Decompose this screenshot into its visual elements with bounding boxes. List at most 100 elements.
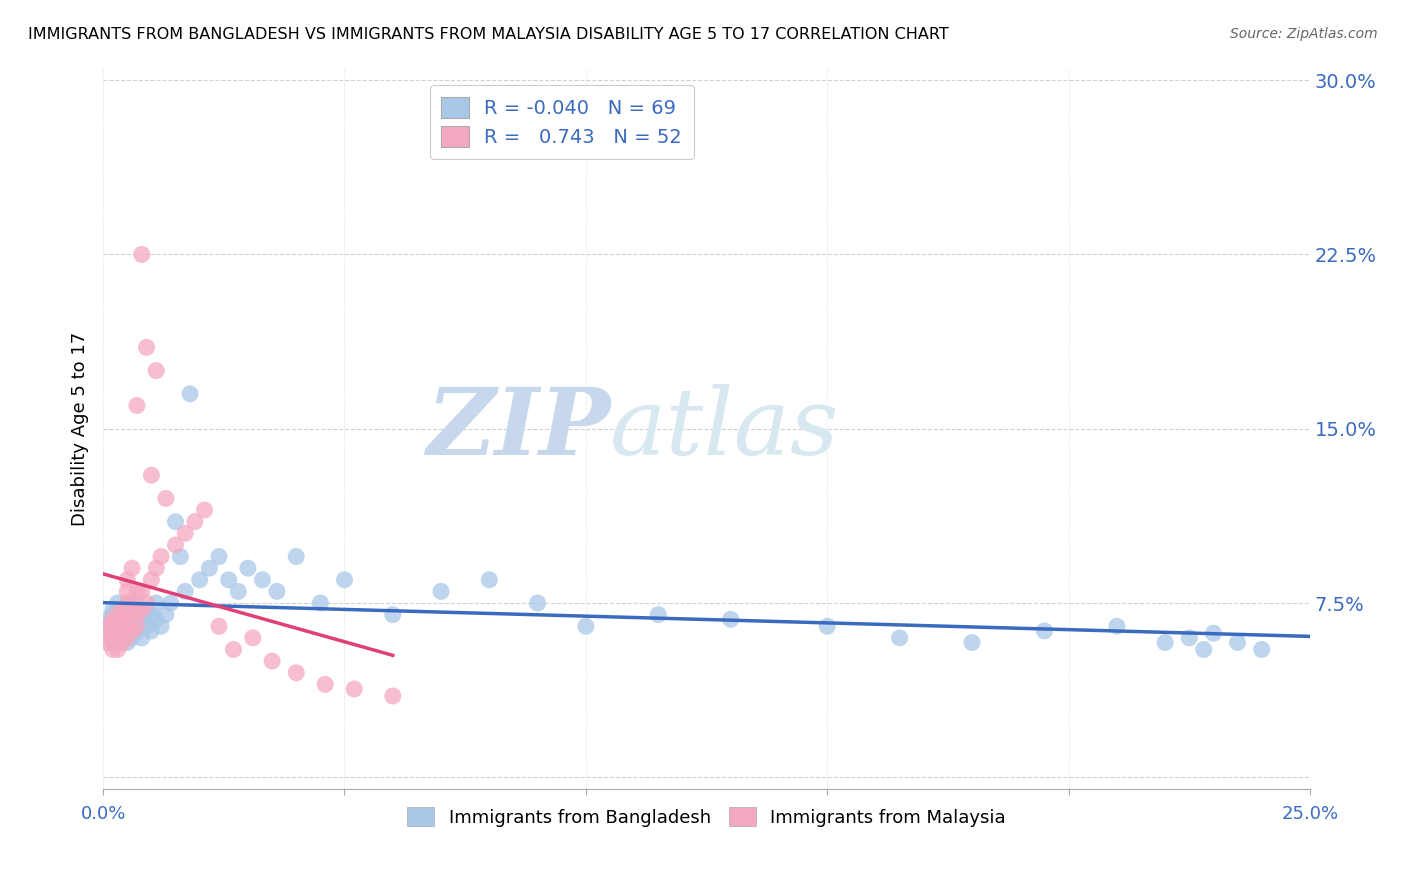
Point <box>107 642 129 657</box>
Point <box>222 642 245 657</box>
Point <box>97 619 120 633</box>
Point <box>117 573 139 587</box>
Point <box>145 596 167 610</box>
Point <box>208 549 231 564</box>
Point <box>125 584 148 599</box>
Point <box>111 635 134 649</box>
Point <box>101 612 124 626</box>
Point <box>198 561 221 575</box>
Point <box>117 624 139 638</box>
Point <box>107 612 129 626</box>
Point <box>121 607 143 622</box>
Point <box>117 631 139 645</box>
Point <box>1178 631 1201 645</box>
Point <box>111 631 134 645</box>
Point <box>121 624 143 638</box>
Point <box>125 619 148 633</box>
Point <box>135 619 157 633</box>
Point <box>101 635 124 649</box>
Point <box>111 624 134 638</box>
Point <box>107 619 129 633</box>
Point <box>117 635 139 649</box>
Point <box>125 596 148 610</box>
Point <box>314 677 336 691</box>
Point <box>647 607 669 622</box>
Point <box>226 584 249 599</box>
Point <box>155 491 177 506</box>
Point <box>117 584 139 599</box>
Point <box>107 631 129 645</box>
Point <box>285 549 308 564</box>
Point <box>117 596 139 610</box>
Point <box>188 573 211 587</box>
Point <box>159 596 181 610</box>
Legend: R = -0.040   N = 69, R =   0.743   N = 52: R = -0.040 N = 69, R = 0.743 N = 52 <box>430 86 693 159</box>
Text: 25.0%: 25.0% <box>1281 805 1339 823</box>
Point <box>174 584 197 599</box>
Point <box>266 584 288 599</box>
Point <box>117 612 139 626</box>
Point <box>236 561 259 575</box>
Point <box>575 619 598 633</box>
Point <box>107 603 129 617</box>
Point <box>193 503 215 517</box>
Point <box>145 363 167 377</box>
Point <box>145 612 167 626</box>
Point <box>150 549 173 564</box>
Point <box>1250 642 1272 657</box>
Point <box>107 596 129 610</box>
Point <box>218 573 240 587</box>
Point <box>107 624 129 638</box>
Point <box>107 607 129 622</box>
Point <box>381 689 404 703</box>
Point <box>381 607 404 622</box>
Point <box>101 607 124 622</box>
Point <box>960 635 983 649</box>
Text: Source: ZipAtlas.com: Source: ZipAtlas.com <box>1230 27 1378 41</box>
Point <box>97 612 120 626</box>
Point <box>309 596 332 610</box>
Point <box>815 619 838 633</box>
Text: 0.0%: 0.0% <box>80 805 125 823</box>
Point <box>131 584 153 599</box>
Point <box>165 538 187 552</box>
Point <box>117 619 139 633</box>
Point <box>131 612 153 626</box>
Point <box>101 619 124 633</box>
Point <box>141 607 163 622</box>
Y-axis label: Disability Age 5 to 17: Disability Age 5 to 17 <box>72 332 89 526</box>
Point <box>131 603 153 617</box>
Point <box>111 612 134 626</box>
Point <box>121 561 143 575</box>
Text: ZIP: ZIP <box>426 384 610 474</box>
Point <box>101 603 124 617</box>
Point <box>97 619 120 633</box>
Point <box>141 573 163 587</box>
Point <box>121 607 143 622</box>
Point <box>107 631 129 645</box>
Point <box>111 603 134 617</box>
Text: IMMIGRANTS FROM BANGLADESH VS IMMIGRANTS FROM MALAYSIA DISABILITY AGE 5 TO 17 CO: IMMIGRANTS FROM BANGLADESH VS IMMIGRANTS… <box>28 27 949 42</box>
Point <box>121 631 143 645</box>
Point <box>131 247 153 261</box>
Point <box>333 573 356 587</box>
Point <box>150 619 173 633</box>
Point <box>125 607 148 622</box>
Point <box>252 573 274 587</box>
Point <box>145 561 167 575</box>
Point <box>111 603 134 617</box>
Point <box>1202 626 1225 640</box>
Point <box>135 340 157 354</box>
Point <box>242 631 264 645</box>
Point <box>174 526 197 541</box>
Point <box>1105 619 1128 633</box>
Point <box>526 596 548 610</box>
Point <box>155 607 177 622</box>
Text: atlas: atlas <box>610 384 839 474</box>
Point <box>131 631 153 645</box>
Point <box>169 549 191 564</box>
Point <box>101 642 124 657</box>
Point <box>285 665 308 680</box>
Point <box>135 603 157 617</box>
Point <box>125 399 148 413</box>
